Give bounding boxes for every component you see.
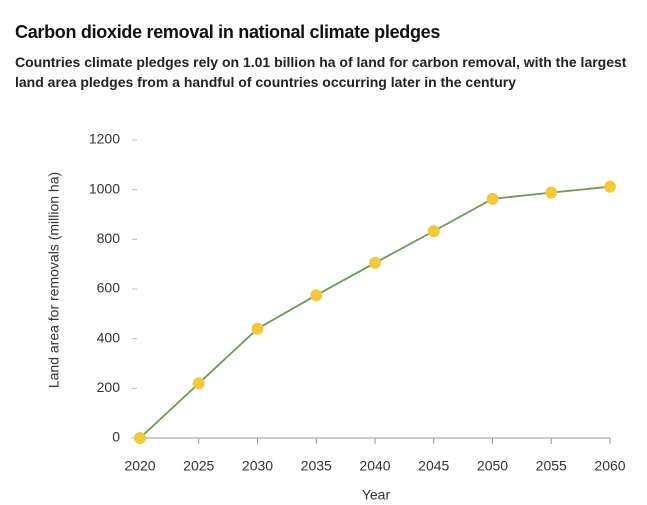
marker	[192, 377, 205, 390]
x-tick-label: 2040	[359, 458, 390, 474]
x-tick-label: 2055	[536, 458, 567, 474]
y-tick-label: 800	[97, 230, 121, 246]
y-tick-label: 1200	[89, 131, 120, 147]
marker	[545, 186, 558, 199]
x-tick-label: 2045	[418, 458, 449, 474]
x-tick-label: 2030	[242, 458, 273, 474]
y-axis-label: Land area for removals (million ha)	[46, 172, 62, 388]
chart-subtitle: Countries climate pledges rely on 1.01 b…	[15, 54, 627, 90]
x-tick-label: 2050	[477, 458, 508, 474]
marker	[369, 256, 381, 269]
x-tick-label: 2060	[594, 458, 625, 474]
y-tick-label: 0	[112, 429, 120, 445]
x-tick-label: 2025	[183, 458, 214, 474]
y-tick-label: 200	[97, 379, 121, 395]
marker	[134, 432, 146, 444]
x-tick-label: 2020	[124, 458, 155, 474]
y-tick-label: 400	[97, 329, 121, 345]
line	[139, 185, 611, 439]
y-tick-label: 1000	[89, 180, 120, 196]
marker	[310, 289, 323, 302]
x-tick-label: 2035	[301, 458, 332, 474]
x-axis-label: Year	[362, 487, 391, 503]
y-tick-label: 600	[97, 280, 121, 296]
marker	[604, 180, 616, 193]
marker	[251, 322, 264, 335]
chart-title: Carbon dioxide removal in national clima…	[15, 22, 441, 42]
marker	[486, 192, 499, 205]
marker	[427, 225, 440, 238]
